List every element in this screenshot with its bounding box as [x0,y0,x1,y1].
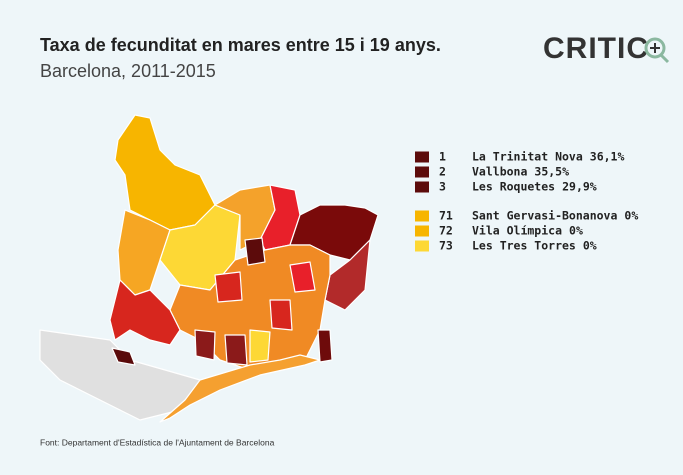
legend-value: 0% [583,239,597,253]
legend-rank: 1 [439,150,446,164]
legend-name: La Trinitat Nova [472,150,583,164]
map [39,114,379,423]
legend-value: 36,1% [590,150,625,164]
legend-name: Les Roquetes [472,180,555,194]
legend-rank: 71 [439,209,453,223]
legend-rank: 72 [439,224,453,238]
legend-rank: 73 [439,239,453,253]
legend-swatch [415,151,429,163]
legend-swatch [415,210,429,222]
subtitle: Barcelona, 2011-2015 [40,61,216,81]
legend-name: Vallbona [472,165,527,179]
logo-icon [644,37,670,64]
legend-value: 35,5% [534,165,569,179]
legend-swatch [415,181,429,193]
legend-name: Vila Olímpica [472,224,562,238]
logo: CRITIC [543,32,649,65]
legend-rank: 2 [439,165,446,179]
title: Taxa de fecunditat en mares entre 15 i 1… [40,35,441,55]
legend-value: 0% [569,224,583,238]
legend-value: 0% [624,209,638,223]
legend: 1 La Trinitat Nova 36,1% 2 Vallbona 35,5% 3 Les… [415,150,638,253]
legend-swatch [415,166,429,178]
legend-swatch [415,225,429,237]
legend-name: Sant Gervasi-Bonanova [472,209,617,223]
source: Font: Departament d'Estadística de l'Aju… [40,437,275,447]
legend-name: Les Tres Torres [472,239,576,253]
legend-swatch [415,240,429,252]
legend-rank: 3 [439,180,446,194]
legend-value: 29,9% [562,180,597,194]
